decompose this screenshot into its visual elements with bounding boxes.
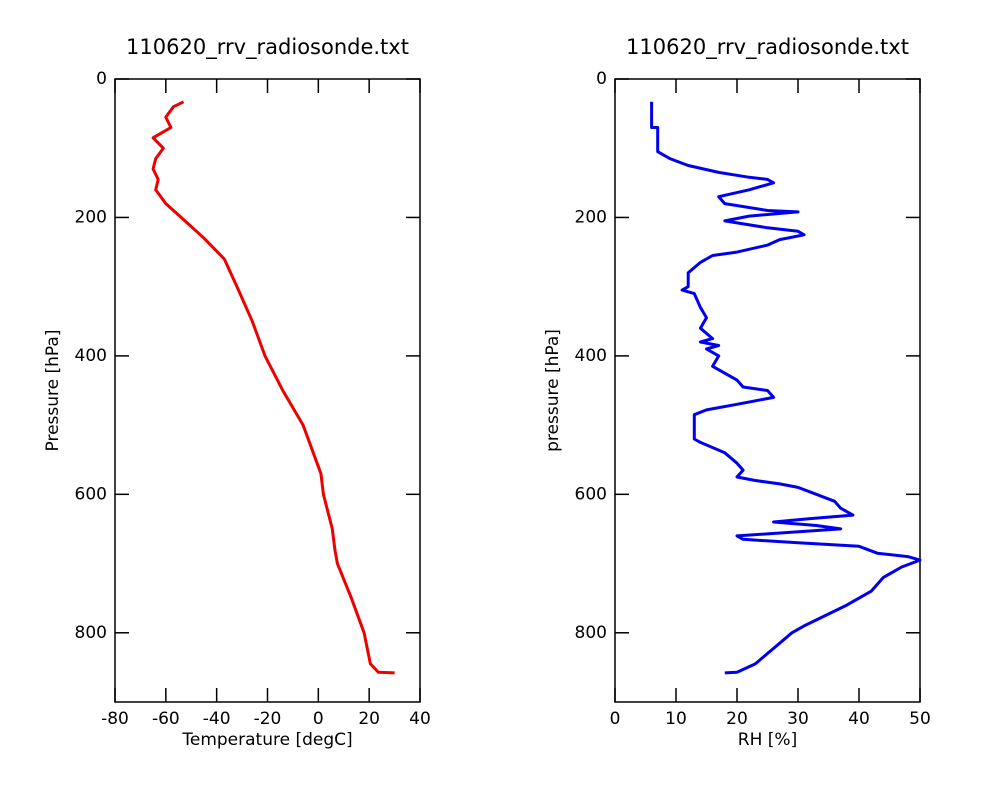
x-tick-label: 50 xyxy=(909,709,931,729)
x-tick-label: 20 xyxy=(726,709,748,729)
chart-title: 110620_rrv_radiosonde.txt xyxy=(126,35,409,60)
profile-line xyxy=(151,100,395,675)
chart-title: 110620_rrv_radiosonde.txt xyxy=(626,35,909,60)
y-tick-label: 800 xyxy=(575,623,607,643)
x-tick-label: 0 xyxy=(610,709,621,729)
x-tick-label: 40 xyxy=(848,709,870,729)
x-tick-label: 10 xyxy=(665,709,687,729)
x-axis-label: Temperature [degC] xyxy=(181,730,352,750)
x-tick-label: 20 xyxy=(358,709,380,729)
profile-line xyxy=(650,101,922,675)
y-axis-label: Pressure [hPa] xyxy=(43,330,63,452)
y-tick-label: 200 xyxy=(75,207,107,227)
plot-frame xyxy=(114,78,421,703)
y-tick-label: 600 xyxy=(75,484,107,504)
x-tick-label: 30 xyxy=(787,709,809,729)
y-tick-label: 400 xyxy=(575,346,607,366)
x-tick-label: -20 xyxy=(254,709,282,729)
y-tick-label: 0 xyxy=(596,69,607,89)
y-tick-label: 400 xyxy=(75,346,107,366)
y-tick-label: 600 xyxy=(575,484,607,504)
x-tick-label: -80 xyxy=(101,709,129,729)
y-tick-label: 200 xyxy=(575,207,607,227)
x-tick-label: -40 xyxy=(203,709,231,729)
x-tick-label: -60 xyxy=(152,709,180,729)
plot-frame xyxy=(614,78,921,703)
x-tick-label: 40 xyxy=(409,709,431,729)
y-tick-label: 0 xyxy=(96,69,107,89)
x-axis-label: RH [%] xyxy=(738,730,797,750)
y-axis-label: pressure [hPa] xyxy=(543,329,563,452)
x-tick-label: 0 xyxy=(313,709,324,729)
y-tick-label: 800 xyxy=(75,623,107,643)
